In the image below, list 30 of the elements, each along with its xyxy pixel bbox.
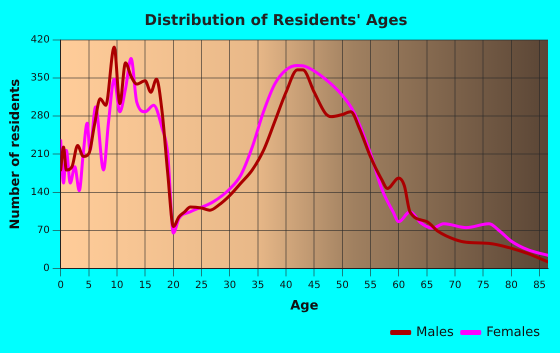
y-tick-label: 0 <box>43 262 50 274</box>
legend-label: Females <box>486 324 540 340</box>
x-tick-label: 85 <box>533 280 546 291</box>
x-tick-label: 80 <box>505 280 518 291</box>
y-tick-label: 140 <box>30 186 50 198</box>
x-tick-label: 60 <box>392 280 406 291</box>
x-axis-title: Age <box>290 298 319 314</box>
x-tick-label: 35 <box>252 280 264 291</box>
x-tick-label: 30 <box>223 280 236 291</box>
y-tick-label: 350 <box>30 72 50 84</box>
x-tick-label: 0 <box>58 280 64 291</box>
x-tick-label: 75 <box>476 280 490 291</box>
y-tick-label: 210 <box>30 148 50 160</box>
x-tick-label: 10 <box>110 280 124 291</box>
x-tick-label: 25 <box>195 280 208 291</box>
x-tick-label: 20 <box>166 280 180 291</box>
x-tick-label: 40 <box>280 280 292 291</box>
y-tick-label: 280 <box>30 110 50 122</box>
chart-title: Distribution of Residents' Ages <box>144 10 408 29</box>
y-axis-title: Number of residents <box>8 78 24 230</box>
legend-label: Males <box>416 324 454 340</box>
x-tick-label: 45 <box>308 280 321 291</box>
x-tick-label: 15 <box>138 280 152 291</box>
x-tick-label: 5 <box>86 280 92 291</box>
x-tick-label: 50 <box>336 280 349 291</box>
x-tick-label: 55 <box>364 280 377 291</box>
y-tick-label: 70 <box>36 224 50 236</box>
x-tick-label: 65 <box>420 280 434 291</box>
x-tick-label: 70 <box>448 280 462 291</box>
y-tick-label: 420 <box>30 34 50 46</box>
